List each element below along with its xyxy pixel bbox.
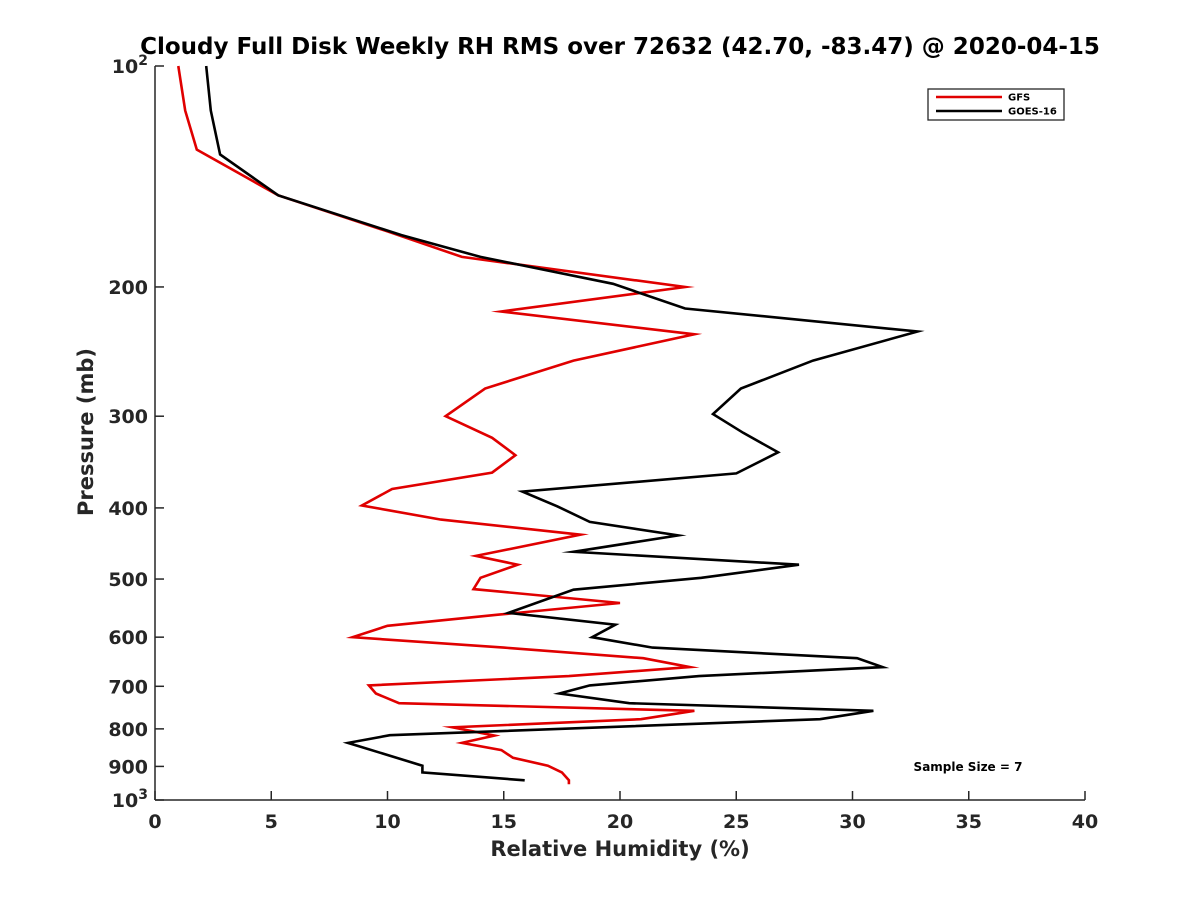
x-tick-label: 40: [1072, 811, 1098, 833]
x-tick-label: 5: [265, 811, 278, 833]
legend-box: [927, 88, 1065, 121]
series-line-goes-16: [204, 65, 925, 782]
y-tick-label: 500: [108, 569, 148, 591]
y-tick-label: 600: [108, 627, 148, 649]
y-tick-label: 700: [108, 676, 148, 698]
y-tick-label: 900: [108, 756, 148, 778]
y-ticks: 102 200 300 400 500 600 700 800 900 103: [108, 53, 164, 812]
legend-label: GOES-16: [1008, 107, 1057, 118]
legend: GFS GOES-16: [927, 88, 1065, 121]
sample-size-annotation: Sample Size = 7: [914, 760, 1023, 774]
chart-title: Cloudy Full Disk Weekly RH RMS over 7263…: [140, 34, 1100, 60]
y-tick-label: 800: [108, 719, 148, 741]
x-tick-label: 25: [723, 811, 749, 833]
series-layer: [177, 65, 925, 785]
plot-area: [155, 66, 1085, 800]
y-tick-label: 400: [108, 498, 148, 520]
x-axis-title: Relative Humidity (%): [490, 837, 749, 861]
y-tick-label: 200: [108, 277, 148, 299]
y-tick-label: 103: [112, 787, 148, 812]
legend-label: GFS: [1008, 93, 1030, 104]
x-tick-label: 35: [956, 811, 982, 833]
x-tick-label: 10: [374, 811, 400, 833]
x-tick-label: 20: [607, 811, 633, 833]
x-tick-label: 30: [839, 811, 865, 833]
y-axis-title: Pressure (mb): [74, 348, 98, 516]
y-tick-label: 102: [112, 53, 148, 78]
x-tick-label: 0: [148, 811, 161, 833]
x-ticks: 0 5 10 15 20 25 30 35 40: [148, 791, 1098, 833]
y-tick-label: 300: [108, 406, 148, 428]
x-tick-label: 15: [491, 811, 517, 833]
